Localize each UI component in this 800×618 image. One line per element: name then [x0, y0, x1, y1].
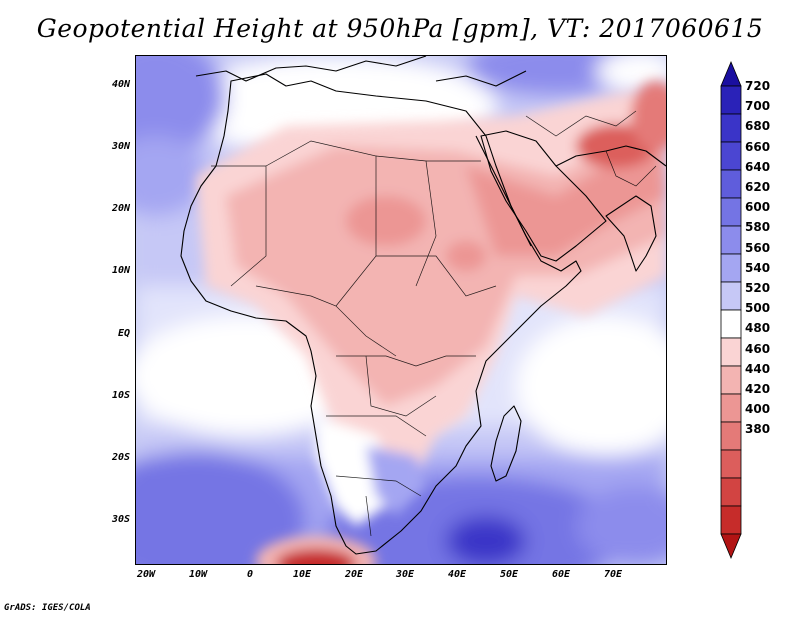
colorbar-swatch — [720, 421, 742, 451]
country-borders — [211, 110, 657, 537]
colorbar-swatch — [720, 197, 742, 227]
lon-label-20e: 20E — [344, 569, 364, 580]
colorbar-swatch — [720, 393, 742, 423]
colorbar-swatch — [720, 141, 742, 171]
lat-label-30s: 30S — [111, 514, 130, 525]
lat-label-10s: 10S — [111, 390, 130, 401]
low-height-field — [196, 81, 666, 564]
colorbar-level-label: 440 — [745, 361, 771, 376]
lon-label-0: 0 — [246, 569, 254, 580]
lon-label-60e: 60E — [551, 569, 571, 580]
colorbar-swatch — [720, 505, 742, 535]
lat-label-10n: 10N — [111, 265, 130, 276]
colorbar-level-label: 700 — [745, 99, 771, 114]
colorbar-level-label: 600 — [745, 200, 771, 215]
colorbar-level-label: 500 — [745, 301, 771, 316]
map-title: Geopotential Height at 950hPa [gpm], VT:… — [36, 14, 764, 43]
colorbar-level-label: 660 — [745, 139, 771, 154]
lon-label-30e: 30E — [395, 569, 415, 580]
colorbar-level-label: 540 — [745, 260, 771, 275]
colorbar-level-label: 480 — [745, 321, 771, 336]
lon-label-20w: 20W — [136, 569, 156, 580]
colorbar-level-label: 400 — [745, 402, 771, 417]
colorbar-level-label: 380 — [745, 422, 771, 437]
colorbar-swatch — [720, 253, 742, 283]
colorbar — [720, 60, 742, 560]
colorbar-swatch — [720, 85, 742, 115]
lon-label-50e: 50E — [499, 569, 519, 580]
colorbar-level-label: 420 — [745, 382, 771, 396]
lon-label-40e: 40E — [447, 569, 467, 580]
colorbar-swatch — [720, 449, 742, 479]
colorbar-swatch — [720, 477, 742, 507]
colorbar-level-label: 460 — [745, 341, 771, 356]
colorbar-swatch — [720, 309, 742, 339]
lat-label-eq: EQ — [117, 328, 130, 339]
lat-label-40n: 40N — [111, 79, 130, 90]
colorbar-swatch — [720, 281, 742, 311]
lat-label-20s: 20S — [111, 452, 130, 463]
lon-label-70e: 70E — [603, 569, 623, 580]
colorbar-swatch — [720, 365, 742, 395]
colorbar-swatch — [720, 113, 742, 143]
colorbar-swatch — [720, 169, 742, 199]
lat-label-20n: 20N — [111, 203, 130, 214]
colorbar-level-label: 520 — [745, 281, 771, 295]
colorbar-level-label: 680 — [745, 119, 771, 134]
colorbar-top-arrow — [720, 60, 742, 87]
colorbar-level-label: 580 — [745, 220, 771, 235]
colorbar-level-label: 640 — [745, 159, 771, 174]
lon-label-10w: 10W — [188, 569, 208, 580]
colorbar-swatch — [720, 337, 742, 367]
coastline-outlines — [180, 56, 666, 555]
colorbar-level-label: 620 — [745, 180, 771, 194]
colorbar-level-label: 720 — [745, 79, 771, 93]
map-plot-area — [135, 55, 667, 565]
lon-label-10e: 10E — [292, 569, 312, 580]
footer-credit: GrADS: IGES/COLA — [4, 603, 91, 613]
lat-label-30n: 30N — [111, 141, 130, 152]
colorbar-bottom-arrow — [720, 533, 742, 560]
colorbar-swatch — [720, 225, 742, 255]
colorbar-level-label: 560 — [745, 240, 771, 255]
